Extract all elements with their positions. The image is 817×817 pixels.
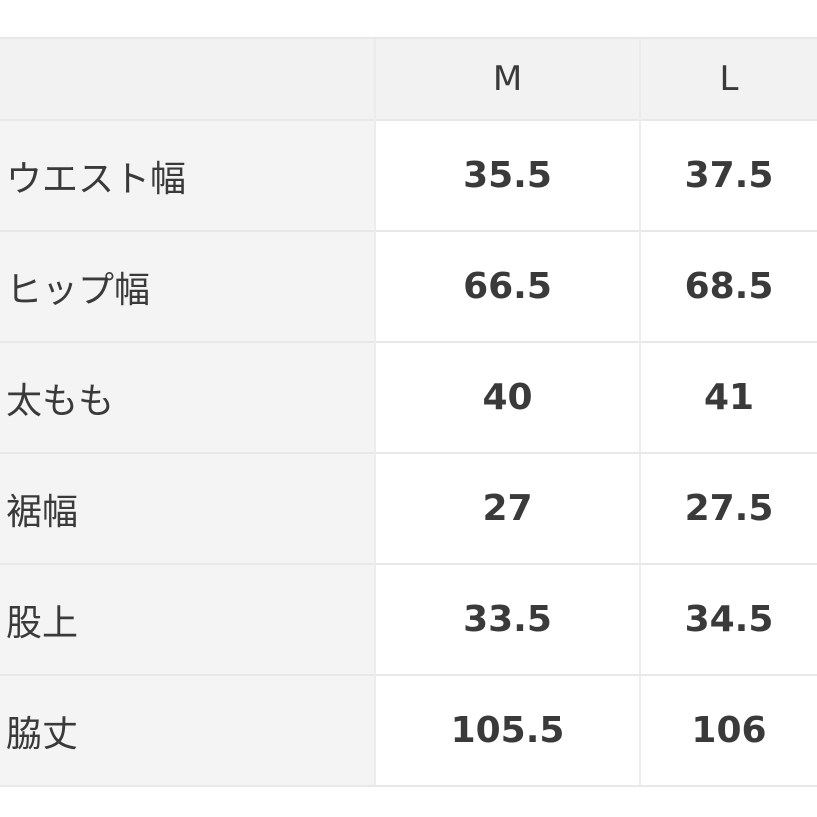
cell-m: 66.5 — [374, 230, 640, 342]
header-corner — [0, 37, 375, 120]
cell-m: 40 — [374, 341, 640, 453]
cell-l: 41 — [639, 341, 817, 453]
header-size-m: M — [374, 37, 640, 120]
row-label: ウエスト幅 — [0, 119, 375, 231]
table-row: ウエスト幅 35.5 37.5 — [0, 119, 817, 231]
cell-l: 37.5 — [639, 119, 817, 231]
header-row: M L — [0, 37, 817, 120]
cell-l: 106 — [639, 674, 817, 787]
row-label: 股上 — [0, 563, 375, 675]
row-label: 脇丈 — [0, 674, 375, 787]
cell-l: 27.5 — [639, 452, 817, 564]
table-row: 太もも 40 41 — [0, 341, 817, 453]
size-table: M L ウエスト幅 35.5 37.5 ヒップ幅 66.5 68.5 太もも 40 41 裾… — [0, 37, 817, 787]
header-size-l: L — [639, 37, 817, 120]
cell-m: 105.5 — [374, 674, 640, 787]
row-label: 太もも — [0, 341, 375, 453]
row-label: ヒップ幅 — [0, 230, 375, 342]
table-row: 脇丈 105.5 106 — [0, 674, 817, 787]
cell-m: 33.5 — [374, 563, 640, 675]
cell-l: 68.5 — [639, 230, 817, 342]
cell-m: 35.5 — [374, 119, 640, 231]
table-row: 股上 33.5 34.5 — [0, 563, 817, 675]
table-row: 裾幅 27 27.5 — [0, 452, 817, 564]
table-row: ヒップ幅 66.5 68.5 — [0, 230, 817, 342]
cell-l: 34.5 — [639, 563, 817, 675]
cell-m: 27 — [374, 452, 640, 564]
row-label: 裾幅 — [0, 452, 375, 564]
